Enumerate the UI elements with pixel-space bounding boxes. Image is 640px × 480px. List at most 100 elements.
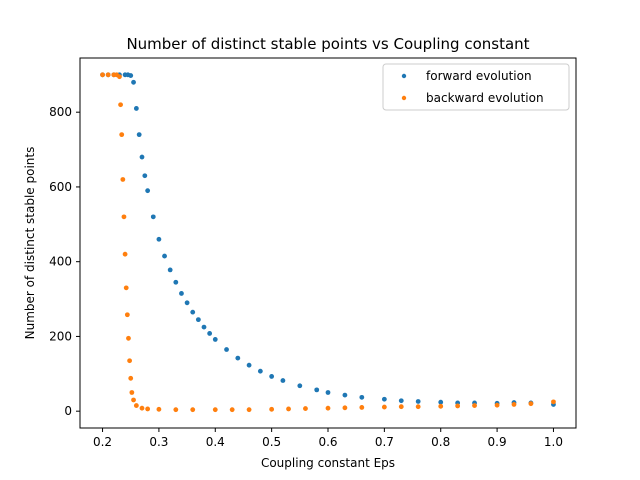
data-point (246, 407, 252, 413)
data-point (342, 392, 348, 398)
y-tick-label: 800 (49, 105, 72, 119)
data-point (167, 267, 173, 273)
data-point (438, 399, 444, 405)
data-point (511, 402, 517, 407)
data-point (190, 309, 196, 315)
data-point (257, 368, 263, 374)
data-point (162, 253, 167, 259)
data-point (122, 251, 128, 257)
data-point (118, 102, 123, 108)
data-point (195, 317, 201, 323)
x-tick-label: 0.6 (318, 435, 337, 449)
data-point (129, 390, 135, 395)
plot-frame (79, 57, 577, 429)
data-point (128, 375, 134, 381)
data-point (120, 177, 126, 182)
data-point (123, 285, 129, 291)
data-point (100, 72, 105, 78)
data-point (136, 132, 142, 138)
data-point (212, 337, 218, 342)
data-point (415, 399, 421, 404)
y-tick-label: 600 (49, 180, 72, 194)
data-point (528, 401, 534, 407)
data-point (280, 378, 286, 383)
data-point (359, 394, 365, 400)
legend: forward evolution backward evolution (382, 63, 570, 111)
data-point (201, 324, 207, 330)
data-point (127, 358, 132, 364)
data-point (190, 407, 196, 413)
x-tick-label: 0.5 (262, 435, 281, 449)
data-point (126, 335, 131, 341)
data-point (551, 399, 556, 405)
y-axis: 0 200 400 600 800 (49, 105, 80, 418)
data-point (131, 79, 136, 85)
x-tick-label: 0.3 (149, 435, 168, 449)
data-point (342, 405, 348, 411)
data-point (286, 406, 291, 412)
data-point (150, 214, 156, 220)
data-point (145, 188, 151, 194)
data-point (438, 403, 444, 409)
data-point (128, 73, 134, 78)
y-tick-label: 0 (64, 404, 72, 418)
data-point (121, 214, 127, 220)
x-tick-label: 0.2 (93, 435, 112, 449)
data-point (139, 154, 145, 160)
data-point (145, 406, 151, 412)
data-point (207, 331, 213, 336)
legend-label-forward: forward evolution (426, 69, 532, 83)
data-point (184, 300, 190, 306)
series-0 (100, 72, 556, 407)
data-point (212, 407, 218, 413)
data-point (472, 403, 477, 408)
x-tick-label: 0.8 (431, 435, 450, 449)
data-point (173, 279, 179, 285)
x-axis: 0.2 0.3 0.4 0.5 0.6 0.7 0.8 0.9 1.0 (93, 428, 563, 449)
data-point (303, 406, 308, 411)
data-point (139, 405, 145, 411)
data-point (179, 291, 184, 296)
data-point (246, 362, 252, 368)
plot-area (100, 72, 556, 413)
data-point (124, 312, 130, 318)
data-point (381, 396, 387, 402)
data-point (269, 374, 275, 379)
data-point (314, 387, 320, 393)
y-tick-label: 200 (49, 329, 72, 343)
legend-marker-forward (401, 73, 407, 79)
legend-box (382, 63, 570, 111)
x-tick-label: 1.0 (544, 435, 563, 449)
x-axis-label: Coupling constant Eps (261, 456, 395, 470)
x-tick-label: 0.7 (375, 435, 394, 449)
data-point (325, 390, 331, 395)
x-tick-label: 0.4 (206, 435, 225, 449)
data-point (105, 72, 111, 78)
data-point (415, 404, 421, 410)
data-point (359, 405, 365, 410)
y-axis-label: Number of distinct stable points (23, 147, 37, 340)
data-point (398, 404, 404, 410)
data-point (381, 404, 387, 410)
data-point (325, 405, 331, 411)
data-point (398, 398, 404, 404)
chart-title: Number of distinct stable points vs Coup… (126, 35, 529, 53)
data-point (229, 407, 235, 413)
y-tick-label: 400 (49, 255, 72, 269)
data-point (156, 406, 162, 412)
data-point (142, 173, 148, 179)
series-1 (100, 72, 556, 413)
data-point (131, 397, 136, 403)
data-point (156, 236, 162, 242)
data-point (173, 407, 179, 413)
data-point (494, 402, 500, 408)
data-point (133, 403, 139, 408)
data-point (224, 347, 229, 352)
data-point (235, 355, 241, 361)
data-point (117, 74, 122, 80)
data-point (455, 403, 461, 409)
series-layer (100, 72, 556, 413)
data-point (297, 383, 303, 389)
x-tick-label: 0.9 (488, 435, 507, 449)
